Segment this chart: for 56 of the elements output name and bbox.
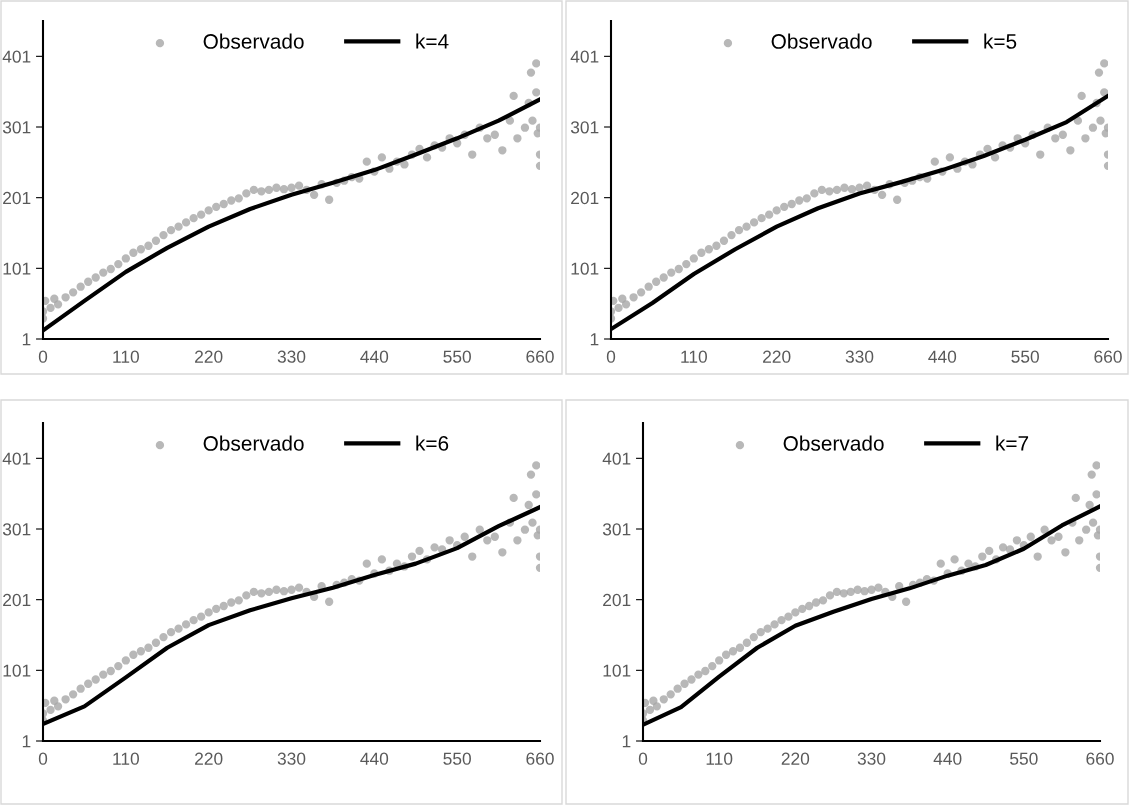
y-tick-label: 201 xyxy=(3,593,31,607)
y-tick-label: 1 xyxy=(22,333,31,346)
x-tick-label: 220 xyxy=(195,752,223,765)
x-tick-label: 330 xyxy=(857,752,886,765)
y-tick-label: 301 xyxy=(2,523,31,536)
x-tick-label: 330 xyxy=(277,752,306,765)
y-tick-label: 201 xyxy=(571,191,599,205)
x-tick-label: 220 xyxy=(195,350,223,363)
x-tick-label: 440 xyxy=(360,350,389,363)
x-tick-label: 660 xyxy=(526,350,554,363)
x-tick-label: 550 xyxy=(1011,350,1039,363)
x-tick-label: 110 xyxy=(681,350,707,363)
y-tick-label: 1 xyxy=(22,735,31,748)
x-tick-label: 110 xyxy=(706,752,733,765)
x-tick-label: 0 xyxy=(638,752,648,765)
y-tick-label: 301 xyxy=(602,523,631,536)
y-tick-label: 101 xyxy=(603,664,631,677)
x-tick-label: 330 xyxy=(277,350,306,363)
x-tick-label: 550 xyxy=(443,350,471,363)
x-tick-label: 0 xyxy=(606,350,616,363)
y-tick-label: 401 xyxy=(570,50,599,63)
x-tick-label: 440 xyxy=(928,350,957,363)
y-tick-label: 301 xyxy=(2,121,31,134)
y-tick-label: 101 xyxy=(3,664,31,677)
legend-label: k=4 xyxy=(416,33,449,49)
x-tick-label: 550 xyxy=(1010,752,1038,765)
x-tick-label: 660 xyxy=(1094,350,1122,363)
y-tick-label: 201 xyxy=(3,191,31,205)
legend-label: Observado xyxy=(783,435,884,451)
x-tick-label: 440 xyxy=(933,752,962,765)
y-tick-label: 101 xyxy=(3,262,31,275)
x-tick-label: 550 xyxy=(443,752,471,765)
y-tick-label: 401 xyxy=(2,50,31,63)
x-tick-label: 220 xyxy=(763,350,791,363)
y-tick-label: 401 xyxy=(2,452,31,465)
x-tick-label: 440 xyxy=(360,752,389,765)
legend-label: Observado xyxy=(771,33,872,49)
x-tick-label: 110 xyxy=(113,752,139,765)
x-tick-label: 660 xyxy=(526,752,554,765)
x-tick-label: 0 xyxy=(38,752,48,765)
y-tick-label: 101 xyxy=(571,262,599,275)
y-tick-label: 401 xyxy=(602,452,631,465)
x-tick-label: 110 xyxy=(113,350,139,363)
y-tick-label: 1 xyxy=(590,333,599,346)
x-tick-label: 660 xyxy=(1086,752,1114,765)
legend-label: Observado xyxy=(203,33,304,49)
y-tick-label: 201 xyxy=(603,593,631,607)
y-tick-label: 301 xyxy=(570,121,599,134)
legend-label: k=6 xyxy=(416,435,449,451)
x-tick-label: 220 xyxy=(781,752,810,765)
x-tick-label: 330 xyxy=(845,350,874,363)
legend-label: Observado xyxy=(203,435,304,451)
legend-label: k=7 xyxy=(996,435,1029,451)
legend-label: k=5 xyxy=(984,33,1017,49)
x-tick-label: 0 xyxy=(38,350,48,363)
y-tick-label: 1 xyxy=(622,735,631,748)
